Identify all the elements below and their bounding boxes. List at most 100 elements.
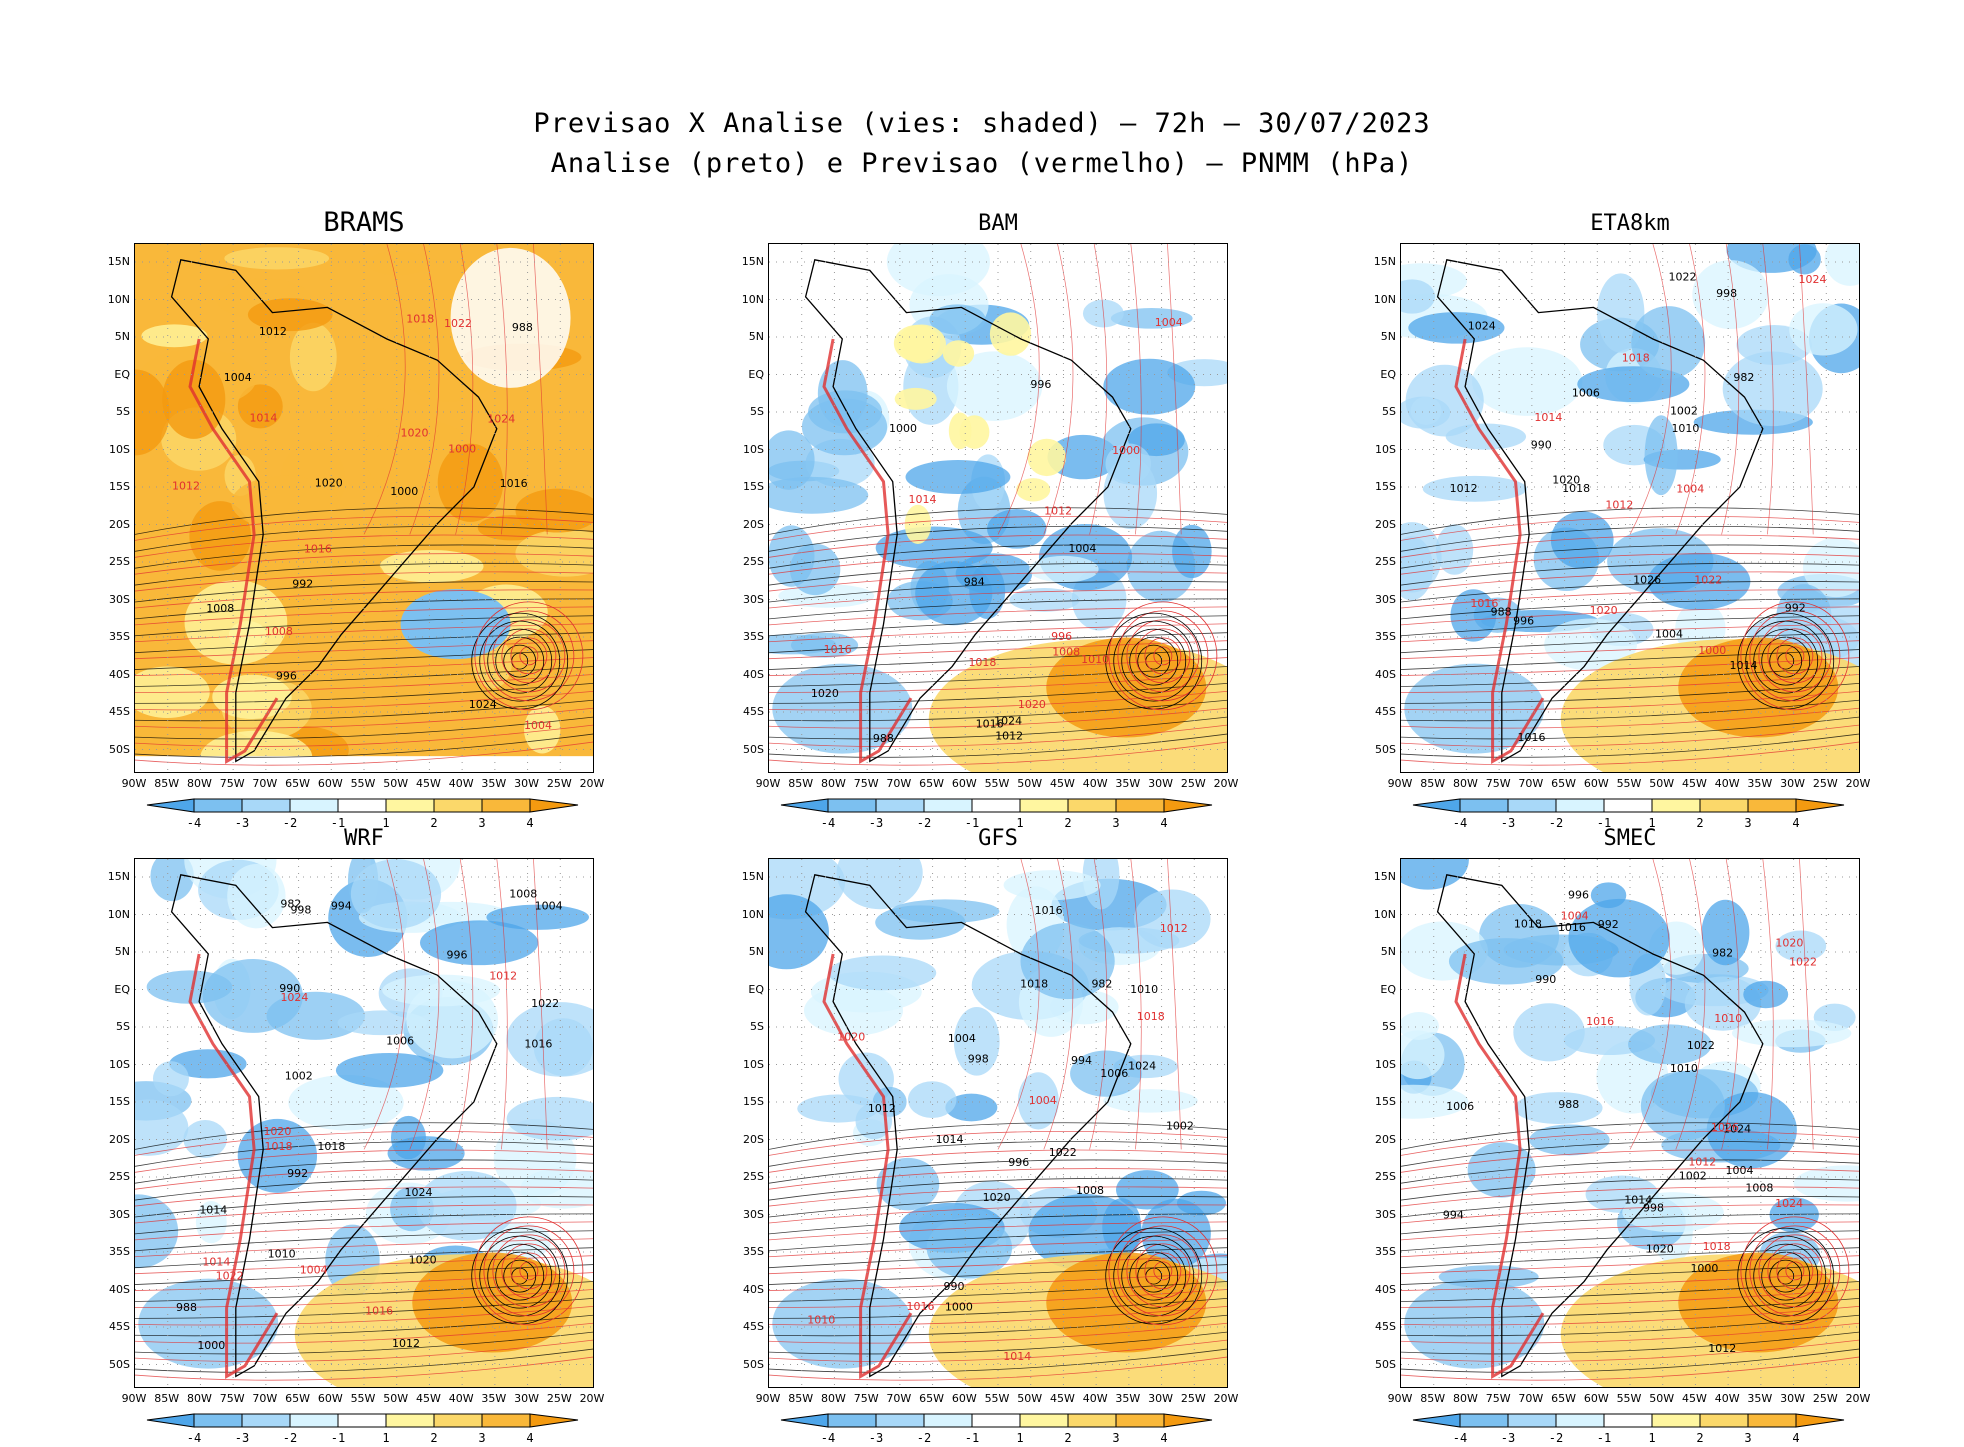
- analysis-contour-label: 1026: [1633, 573, 1661, 586]
- colorbar-tick-label: 4: [1160, 1431, 1167, 1445]
- lon-tick-label: 75W: [219, 777, 245, 790]
- forecast-contour-label: 1024: [487, 412, 515, 425]
- lat-tick-label: 50S: [743, 1357, 764, 1371]
- analysis-contour-label: 1006: [1100, 1067, 1128, 1080]
- colorbar-tick-label: -1: [1597, 1431, 1611, 1445]
- forecast-contour-label: 1008: [265, 625, 293, 638]
- lat-tick-label: 15S: [743, 480, 764, 493]
- analysis-contour-label: 1022: [1687, 1039, 1715, 1052]
- forecast-contour-label: 1016: [824, 643, 852, 656]
- lon-tick-label: 60W: [951, 1392, 977, 1405]
- lat-tick-label: 10N: [741, 292, 764, 306]
- lon-tick-label: 55W: [1616, 1392, 1642, 1405]
- forecast-contour-label: 1022: [1789, 955, 1817, 968]
- colorbar-swatch: [1603, 798, 1653, 813]
- lon-tick-label: 65W: [285, 777, 310, 790]
- forecast-contour-label: 1008: [1052, 645, 1080, 658]
- analysis-contour-label: 1012: [259, 325, 287, 338]
- colorbar-swatch: [337, 798, 387, 813]
- colorbar-tick-label: 3: [478, 816, 485, 830]
- lat-tick-label: 35S: [1375, 630, 1396, 643]
- colorbar-swatch: [971, 798, 1021, 813]
- lon-tick-label: 50W: [1017, 777, 1043, 790]
- lon-tick-label: 35W: [1747, 1392, 1773, 1405]
- forecast-contour-label: 1020: [1775, 937, 1803, 950]
- analysis-contour-label: 990: [943, 1280, 964, 1293]
- lat-tick-label: 40S: [109, 1282, 130, 1296]
- analysis-contour-label: 1000: [390, 485, 418, 498]
- analysis-contour-label: 994: [1443, 1209, 1464, 1222]
- colorbar-tick-label: -1: [1597, 816, 1611, 830]
- colorbar-swatch: [1412, 1413, 1461, 1428]
- forecast-contour-label: 1026: [1711, 1121, 1739, 1134]
- lon-tick-label: 85W: [1420, 1392, 1446, 1405]
- colorbar-tick-label: 2: [430, 816, 437, 830]
- panel-title-eta8km: ETA8km: [1590, 211, 1670, 236]
- lat-tick-label: 30S: [743, 1207, 764, 1221]
- lat-tick-label: EQ: [748, 367, 764, 381]
- lat-tick-label: 15N: [741, 255, 764, 268]
- analysis-contour-label: 1016: [1558, 921, 1586, 934]
- colorbar-swatch: [481, 1413, 531, 1428]
- forecast-contour-label: 1016: [907, 1300, 935, 1313]
- forecast-contour-label: 1014: [202, 1256, 230, 1269]
- colorbar-swatch: [1747, 1413, 1797, 1428]
- lat-tick-label: 5S: [116, 405, 130, 418]
- lon-tick-label: 75W: [1485, 777, 1511, 790]
- lon-tick-label: 60W: [317, 777, 343, 790]
- analysis-contour-label: 1000: [889, 422, 917, 435]
- lat-tick-label: 10N: [1373, 907, 1396, 921]
- lon-tick-label: 75W: [853, 777, 879, 790]
- colorbar-swatch: [1699, 1413, 1749, 1428]
- analysis-contour-label: 1012: [392, 1337, 420, 1350]
- colorbar-swatch: [289, 798, 339, 813]
- colorbar-tick-label: 1: [1016, 816, 1023, 830]
- colorbar-swatch: [289, 1413, 339, 1428]
- colorbar-swatch: [433, 1413, 483, 1428]
- analysis-contour-label: 1010: [268, 1248, 296, 1261]
- forecast-contour-label: 1020: [400, 426, 428, 439]
- lon-tick-label: 65W: [285, 1392, 310, 1405]
- lon-tick-label: 70W: [1518, 777, 1544, 790]
- lon-tick-label: 80W: [1452, 777, 1478, 790]
- colorbar-tick-label: 3: [1112, 1431, 1119, 1445]
- forecast-contour-label: 1012: [1044, 504, 1072, 517]
- analysis-contour-label: 1010: [1130, 983, 1158, 996]
- lon-tick-label: 75W: [853, 1392, 879, 1405]
- lat-tick-label: 10S: [1375, 1057, 1396, 1071]
- map-panel-wrf: 1014 1012 1010 1008 1016 1018 1020 1022 1024 1006…: [134, 858, 594, 1388]
- colorbar-swatch: [923, 1413, 973, 1428]
- lat-tick-label: 35S: [743, 1245, 764, 1258]
- colorbar-swatch: [780, 1413, 829, 1428]
- lat-tick-label: 25S: [1375, 555, 1396, 568]
- lat-tick-label: 15S: [743, 1095, 764, 1108]
- lat-tick-label: 35S: [109, 1245, 130, 1258]
- analysis-contour-label: 1004: [224, 371, 252, 384]
- analysis-contour-label: 1008: [1076, 1184, 1104, 1197]
- colorbar-swatch: [1459, 1413, 1509, 1428]
- forecast-contour-label: 1014: [1003, 1350, 1031, 1363]
- colorbar-swatch: [1163, 1413, 1213, 1428]
- lon-tick-label: 60W: [1583, 777, 1609, 790]
- forecast-contour-label: 1004: [1155, 316, 1183, 329]
- lon-tick-label: 35W: [481, 777, 507, 790]
- forecast-contour-label: 1020: [1590, 604, 1618, 617]
- colorbar-swatch: [1747, 798, 1797, 813]
- lat-tick-label: 50S: [1375, 742, 1396, 756]
- forecast-contour-label: 1004: [524, 719, 552, 732]
- colorbar-tick-label: 4: [1160, 816, 1167, 830]
- analysis-contour-label: 994: [1071, 1054, 1092, 1067]
- lat-tick-label: 25S: [743, 555, 764, 568]
- colorbar: -4 -3 -2 -1 1 2 3 4: [1412, 798, 1845, 830]
- analysis-contour-label: 988: [873, 732, 894, 745]
- analysis-contour-label: 1006: [386, 1034, 414, 1047]
- bias-field: 1012101610201024100410009969889841012101…: [769, 244, 1227, 772]
- colorbar-tick-label: -1: [965, 816, 979, 830]
- forecast-contour-label: 1004: [1676, 482, 1704, 495]
- map-panel-brams: 1012 1016 1020 1024 1008 1004 1000 996 992 988 101…: [134, 243, 594, 773]
- lat-tick-label: 5S: [1382, 1020, 1396, 1033]
- lon-tick-label: 20W: [1213, 1392, 1239, 1405]
- analysis-contour-label: 1022: [1049, 1146, 1077, 1159]
- lon-tick-label: 40W: [1714, 1392, 1740, 1405]
- colorbar-swatch: [827, 798, 877, 813]
